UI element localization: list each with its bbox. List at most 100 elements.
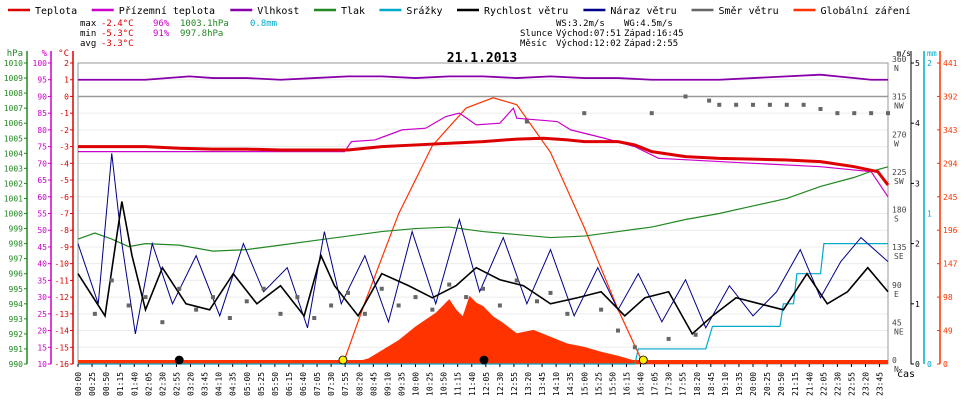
legend-label: Teplota	[35, 6, 77, 17]
celsius-axis-tick-label: -9	[59, 243, 69, 252]
wind-direction-point	[379, 286, 384, 291]
x-axis: 00:00 00:25 00:50 01:15 01:40 02:05 02:30 02:55…	[74, 364, 885, 396]
x-tick-label: 19:35	[735, 372, 744, 396]
x-tick-label: 10:25	[426, 372, 435, 396]
direction-tick-label: 0	[892, 356, 897, 365]
wind-direction-point	[886, 111, 890, 116]
wind-direction-point	[126, 303, 131, 308]
series-wind-speed	[77, 201, 889, 336]
percent-axis-tick-label: 45	[37, 243, 47, 252]
x-tick-label: 05:00	[243, 372, 252, 396]
wind-direction-point	[535, 299, 539, 304]
percent-axis-tick-label: 55	[37, 210, 47, 219]
direction-tick-dir: E	[894, 290, 899, 299]
x-tick-label: 10:00	[412, 372, 421, 396]
percent-axis-tick-label: 25	[37, 310, 47, 319]
percent-axis-tick-label: 85	[37, 109, 47, 118]
legend-label: Směr větru	[719, 5, 779, 17]
stat-humidity: 96%	[153, 19, 170, 29]
chart-title: 21.1.2013	[447, 51, 517, 66]
x-tick-label: 09:10	[383, 372, 392, 396]
x-tick-label: 05:25	[257, 372, 266, 396]
x-tick-label: 06:40	[299, 372, 308, 396]
wm2-tick-label: 294	[943, 159, 958, 168]
wind-gust-info: WG:4.5m/s	[624, 19, 673, 29]
series-pressure	[77, 166, 889, 252]
percent-axis-tick-label: 100	[33, 59, 48, 68]
direction-tick-label: 270	[892, 130, 907, 139]
x-tick-label: 01:40	[130, 372, 139, 396]
legend-label: Srážky	[406, 5, 442, 17]
direction-tick-dir: S	[894, 215, 899, 224]
direction-tick-dir: NE	[894, 327, 904, 336]
celsius-axis-tick-label: -3	[59, 143, 69, 152]
x-tick-label: 02:30	[158, 372, 167, 396]
mm-tick-label: 2	[927, 59, 932, 68]
wind-direction-point	[362, 311, 367, 316]
wm2-tick-label: 196	[943, 226, 958, 235]
x-tick-label: 22:55	[847, 372, 856, 396]
celsius-axis-tick-label: -13	[55, 310, 70, 319]
stat-pressure: 1003.1hPa	[180, 19, 229, 29]
mm-axis-title: mm	[927, 49, 937, 58]
x-tick-label: 18:20	[693, 372, 702, 396]
stat-temp: -5.3°C	[101, 29, 134, 39]
wind-direction-point	[693, 332, 698, 337]
legend-label: Vlhkost	[257, 6, 299, 17]
sun-label: Slunce	[520, 29, 553, 39]
chart-axes: hPa9909919929939949959969979989991000100…	[4, 49, 958, 374]
wind-direction-point	[177, 286, 182, 291]
time-axis-label: čas	[897, 368, 915, 380]
celsius-axis-tick-label: -15	[55, 343, 70, 352]
x-tick-label: 00:25	[88, 372, 97, 396]
hpa-axis-tick-label: 1009	[4, 74, 23, 83]
percent-axis-tick-label: 15	[37, 343, 47, 352]
mm-tick-label: 0	[927, 360, 932, 369]
stat-label: max	[80, 19, 97, 29]
ms-tick-label: 5	[915, 59, 920, 68]
moon-label: Měsíc	[520, 39, 547, 49]
hpa-axis-tick-label: 992	[9, 330, 24, 339]
percent-axis-tick-label: 90	[37, 92, 47, 101]
x-tick-label: 13:20	[524, 372, 533, 396]
wm2-tick-label: 441	[943, 59, 958, 68]
sun-rise: Východ:07:51	[556, 29, 621, 39]
wind-direction-point	[599, 307, 604, 312]
stat-temp: -2.4°C	[101, 19, 134, 29]
celsius-axis-tick-label: -8	[59, 226, 69, 235]
x-tick-label: 14:35	[566, 372, 575, 396]
celsius-axis-tick-label: -16	[55, 360, 70, 369]
wind-direction-point	[211, 295, 215, 300]
hpa-axis-tick-label: 999	[9, 225, 24, 234]
x-tick-label: 00:50	[102, 372, 111, 396]
wm2-tick-label: 0	[943, 360, 948, 369]
ms-tick-label: 3	[915, 179, 920, 188]
x-tick-label: 23:45	[876, 372, 885, 396]
x-tick-label: 22:30	[833, 372, 842, 396]
x-tick-label: 18:45	[707, 372, 716, 396]
wind-direction-point	[244, 299, 249, 304]
x-tick-label: 00:00	[74, 372, 83, 396]
x-tick-label: 21:15	[791, 372, 800, 396]
wind-direction-point	[751, 102, 755, 107]
legend-label: Rychlost větru	[484, 5, 568, 17]
x-tick-label: 17:55	[679, 372, 688, 396]
x-tick-label: 04:35	[229, 372, 238, 396]
percent-axis-tick-label: 65	[37, 176, 47, 185]
wind-direction-point	[430, 307, 435, 312]
direction-tick-dir: N	[894, 365, 899, 374]
x-tick-label: 02:55	[172, 372, 181, 396]
wind-direction-point	[481, 286, 485, 291]
x-tick-label: 04:10	[215, 372, 224, 396]
direction-tick-dir: N	[894, 64, 899, 73]
plot-series	[77, 73, 890, 365]
marker-sunrise	[338, 355, 348, 365]
hpa-axis-tick-label: 1003	[4, 164, 23, 173]
wind-direction-point	[616, 328, 620, 333]
chart-legend: Teplota Přízemní teplota Vlhkost Tlak Srážky…	[8, 5, 911, 17]
x-tick-label: 12:05	[482, 372, 491, 396]
direction-tick-dir: SW	[894, 177, 904, 186]
wind-direction-point	[227, 316, 232, 321]
celsius-axis-tick-label: -5	[59, 176, 69, 185]
